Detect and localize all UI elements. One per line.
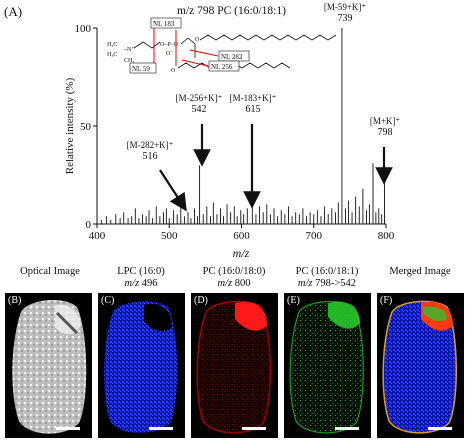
panel-letter: (C): [101, 295, 115, 306]
scale-bar: [242, 427, 266, 430]
scale-bar: [428, 427, 452, 430]
seed-merged-image: [382, 300, 458, 434]
seed-optical-image: [12, 300, 87, 434]
x-tick-label: 700: [306, 230, 323, 242]
panel-a-label: (A): [4, 4, 22, 19]
seed-lpc-image: [104, 301, 178, 433]
seed-pc800-image: [196, 300, 272, 434]
svg-text:H₃C: H₃C: [107, 42, 117, 48]
scale-bar: [149, 427, 173, 430]
panel-title-pc-798: PC (16:0/18:1) m/z 798->542: [295, 266, 359, 289]
x-axis-label: m/z: [233, 246, 250, 260]
nl-label: NL 183: [153, 20, 175, 28]
spectrum-peaks: [100, 28, 386, 224]
optical-image-panel: (B): [5, 293, 92, 438]
panel-title-optical: Optical Image: [20, 266, 80, 277]
peak-annotation-mz: 516: [143, 151, 158, 162]
peak-annotations: [M-282+K]⁺516 [M-256+K]⁺542 [M-183+K]⁺615 […: [127, 2, 401, 212]
x-tick-label: 500: [161, 230, 178, 242]
merged-image-panel: (F): [377, 293, 464, 438]
x-tick-label: 600: [233, 230, 250, 242]
svg-text:H₃C: H₃C: [107, 52, 117, 58]
svg-text:–N⁺: –N⁺: [123, 47, 135, 53]
svg-text:O⁻: O⁻: [166, 51, 174, 57]
panel-title-merged: Merged Image: [389, 266, 451, 277]
structure-title: m/z 798 PC (16:0/18:1): [177, 5, 286, 17]
peak-annotation-mz: 542: [192, 104, 207, 115]
peak-annotation-label: [M-59+K]⁺: [324, 2, 367, 12]
peak-annotation-mz: 739: [338, 13, 353, 24]
peak-annotation-mz: 615: [246, 104, 261, 115]
peak-annotation-label: [M-256+K]⁺: [176, 93, 223, 103]
nl-label: NL 282: [221, 53, 243, 61]
panel-title-pc-800: PC (16:0/18:0) m/z 800: [202, 266, 266, 289]
y-tick-label: 0: [86, 219, 92, 231]
peak-annotation-label: [M-282+K]⁺: [127, 140, 174, 150]
x-tick-label: 400: [89, 230, 106, 242]
svg-text:O–P–O: O–P–O: [160, 42, 179, 48]
pc800-image-panel: (D): [191, 293, 278, 438]
pc798-image-panel: (E): [284, 293, 371, 438]
nl-label: NL 256: [211, 63, 233, 71]
peak-annotation-label: [M-183+K]⁺: [230, 93, 277, 103]
panel-title-lpc: LPC (16:0) m/z 496: [117, 266, 165, 289]
y-axis-label: Relative intensity (%): [64, 77, 76, 174]
panel-letter: (E): [287, 295, 300, 306]
seed-pc798-image: [289, 300, 364, 434]
axis-ticks: 400 500 600 700 800 0 50 100: [75, 23, 395, 242]
panel-letter: (F): [380, 295, 393, 306]
peak-annotation-mz: 798: [378, 127, 393, 138]
annotation-arrow: [159, 169, 187, 212]
svg-text:O: O: [195, 37, 200, 43]
svg-text:CH₃: CH₃: [124, 58, 134, 64]
peak-annotation-label: [M+K]⁺: [370, 116, 401, 126]
scale-bar: [335, 427, 359, 430]
lpc-image-panel: (C): [98, 293, 185, 438]
y-tick-label: 50: [80, 121, 92, 133]
panel-letter: (D): [194, 295, 208, 306]
x-tick-label: 800: [378, 230, 395, 242]
nl-label: NL 59: [132, 65, 150, 73]
svg-text:O: O: [171, 68, 176, 74]
y-tick-label: 100: [75, 23, 92, 35]
scale-bar: [56, 427, 80, 430]
lipid-structure: m/z 798 PC (16:0/18:1) H₃C H₃C –N⁺ CH₃ O…: [107, 5, 337, 74]
panel-letter: (B): [8, 295, 22, 306]
